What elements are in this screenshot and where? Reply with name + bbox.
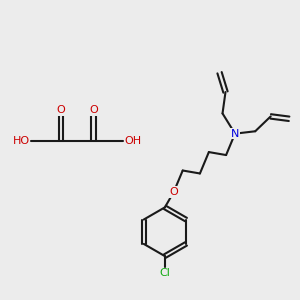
Text: HO: HO: [13, 136, 30, 146]
Text: Cl: Cl: [159, 268, 170, 278]
Text: O: O: [89, 105, 98, 115]
Text: O: O: [169, 187, 178, 197]
Text: O: O: [56, 105, 65, 115]
Text: N: N: [231, 129, 239, 139]
Text: OH: OH: [125, 136, 142, 146]
